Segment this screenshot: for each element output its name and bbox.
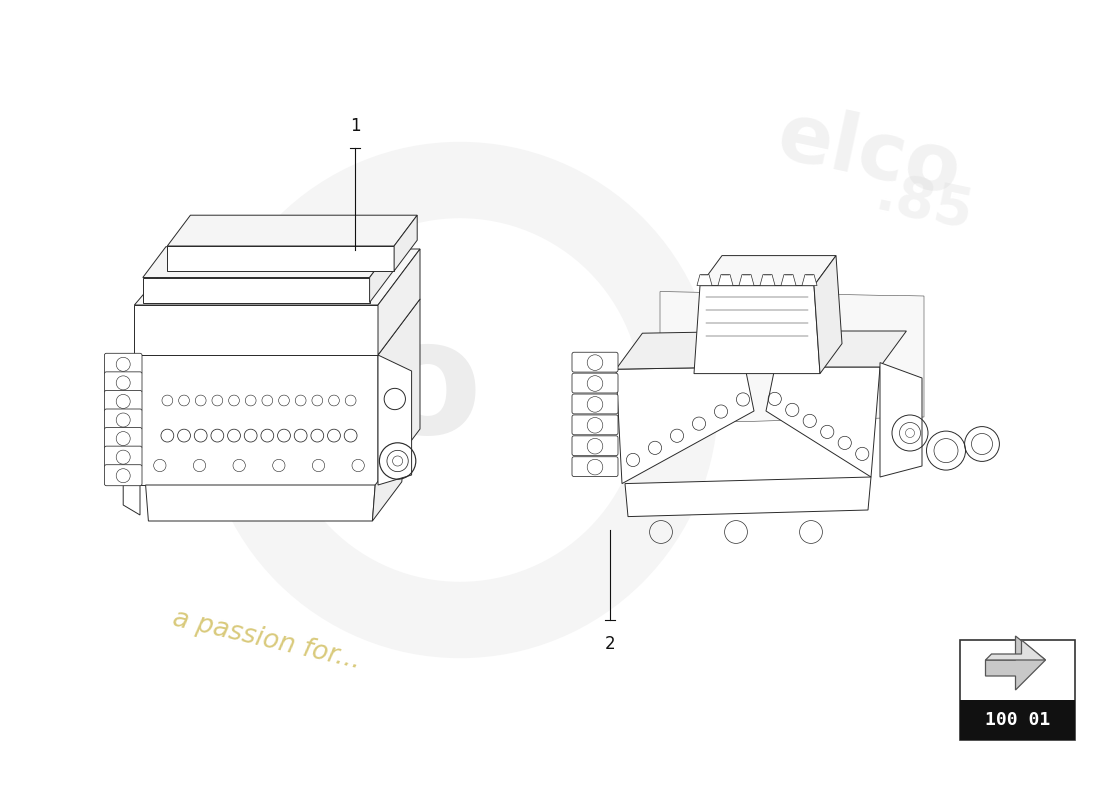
Polygon shape (700, 256, 836, 286)
Polygon shape (718, 274, 733, 286)
Polygon shape (145, 485, 375, 521)
FancyBboxPatch shape (104, 409, 142, 430)
Text: 2: 2 (605, 635, 615, 653)
Polygon shape (814, 256, 842, 374)
Polygon shape (616, 367, 754, 483)
Polygon shape (143, 246, 393, 278)
Polygon shape (134, 249, 420, 305)
FancyBboxPatch shape (104, 465, 142, 486)
FancyBboxPatch shape (572, 436, 618, 456)
FancyBboxPatch shape (960, 700, 1075, 740)
Polygon shape (378, 355, 411, 485)
Polygon shape (167, 246, 394, 271)
Text: .85: .85 (870, 168, 977, 242)
Polygon shape (776, 331, 906, 367)
Polygon shape (880, 362, 922, 477)
FancyBboxPatch shape (572, 352, 618, 372)
Polygon shape (370, 246, 393, 302)
Polygon shape (781, 274, 796, 286)
Polygon shape (697, 274, 712, 286)
Text: 1: 1 (350, 117, 361, 135)
Polygon shape (140, 355, 378, 485)
FancyBboxPatch shape (960, 640, 1075, 740)
Polygon shape (123, 485, 140, 515)
FancyBboxPatch shape (104, 427, 142, 449)
Polygon shape (616, 331, 771, 370)
FancyBboxPatch shape (104, 390, 142, 411)
FancyBboxPatch shape (572, 373, 618, 393)
Polygon shape (660, 292, 924, 424)
FancyBboxPatch shape (572, 457, 618, 477)
Polygon shape (694, 286, 820, 374)
Polygon shape (986, 636, 1045, 690)
FancyBboxPatch shape (104, 372, 142, 393)
Polygon shape (394, 215, 417, 271)
FancyBboxPatch shape (572, 394, 618, 414)
Polygon shape (134, 305, 378, 355)
Text: a passion for...: a passion for... (170, 606, 363, 674)
Polygon shape (625, 477, 871, 517)
Polygon shape (760, 274, 775, 286)
Polygon shape (373, 446, 405, 521)
Polygon shape (766, 367, 880, 477)
Polygon shape (378, 299, 420, 485)
Polygon shape (378, 249, 420, 355)
Text: 100 01: 100 01 (984, 711, 1050, 729)
Polygon shape (986, 640, 1045, 660)
Polygon shape (140, 299, 420, 355)
FancyBboxPatch shape (104, 354, 142, 374)
Polygon shape (143, 278, 370, 302)
Text: elco: elco (770, 98, 968, 213)
Polygon shape (739, 274, 755, 286)
Polygon shape (802, 274, 817, 286)
Polygon shape (167, 215, 417, 246)
Text: elco: elco (116, 313, 483, 467)
FancyBboxPatch shape (104, 446, 142, 467)
FancyBboxPatch shape (572, 415, 618, 434)
